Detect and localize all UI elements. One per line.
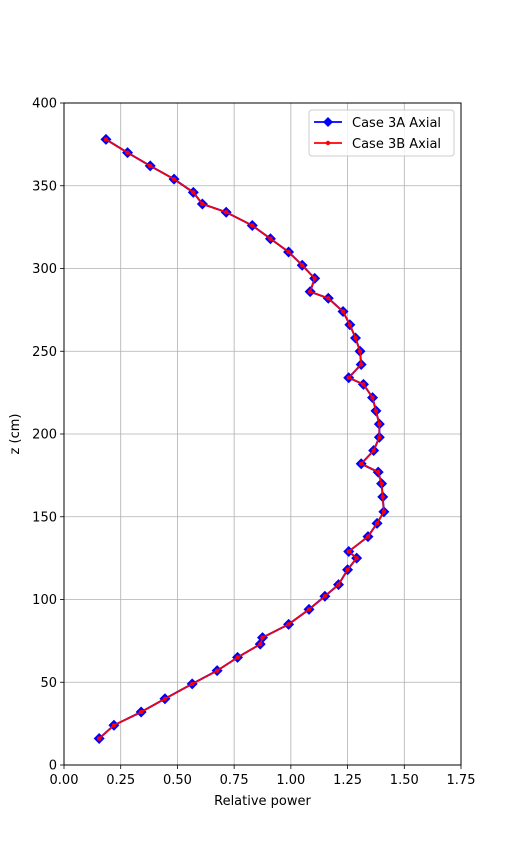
- x-tick-label: 1.25: [333, 773, 362, 788]
- y-tick-label: 150: [32, 510, 57, 525]
- y-tick-label: 100: [32, 593, 57, 608]
- data-point: [200, 201, 205, 207]
- x-tick-label: 0.00: [50, 773, 79, 788]
- legend-marker-3b: [325, 140, 331, 146]
- data-point: [260, 635, 265, 640]
- data-point: [125, 150, 130, 155]
- x-axis-label: Relative power: [214, 794, 311, 809]
- data-point: [171, 176, 177, 182]
- data-point: [358, 461, 364, 466]
- data-point: [375, 469, 381, 475]
- data-point: [340, 309, 346, 314]
- data-point: [258, 641, 263, 647]
- data-point: [224, 210, 229, 215]
- data-point: [357, 349, 363, 354]
- x-tick-label: 0.25: [106, 773, 135, 788]
- data-point: [381, 509, 387, 514]
- data-point: [162, 696, 168, 701]
- data-point: [268, 236, 273, 241]
- data-point: [379, 481, 384, 486]
- data-point: [374, 521, 380, 526]
- data-point: [286, 249, 291, 255]
- data-point: [191, 190, 196, 195]
- data-point: [306, 607, 312, 612]
- data-point: [148, 163, 153, 169]
- data-point: [347, 322, 353, 327]
- data-point: [373, 408, 379, 414]
- x-tick-label: 1.50: [390, 773, 419, 788]
- y-axis-label: z (cm): [8, 414, 23, 455]
- data-point: [326, 296, 331, 301]
- y-tick-label: 350: [32, 179, 57, 194]
- legend-label-3a: Case 3A Axial: [352, 116, 441, 131]
- data-point: [286, 622, 291, 627]
- data-point: [353, 335, 358, 341]
- y-tick-label: 400: [32, 97, 57, 112]
- data-point: [361, 382, 366, 387]
- data-point: [358, 362, 364, 367]
- data-point: [307, 289, 313, 294]
- data-point: [322, 593, 328, 599]
- data-point: [377, 421, 382, 427]
- data-point: [189, 681, 195, 687]
- legend: Case 3A Axial Case 3B Axial: [308, 109, 455, 157]
- y-tick-label: 50: [40, 676, 57, 691]
- data-point: [346, 549, 351, 554]
- data-point: [345, 567, 350, 572]
- data-point: [354, 555, 359, 561]
- data-point: [371, 448, 376, 453]
- x-tick-label: 0.50: [163, 773, 192, 788]
- data-point: [138, 709, 144, 715]
- series-3b: [96, 137, 387, 741]
- series-layer: [93, 133, 390, 745]
- x-tick-label: 1.00: [276, 773, 305, 788]
- data-point: [300, 262, 305, 268]
- data-point: [377, 435, 382, 440]
- data-point: [346, 375, 351, 380]
- data-point: [336, 582, 341, 587]
- data-point: [370, 395, 375, 400]
- data-point: [312, 276, 317, 281]
- data-point: [380, 494, 385, 500]
- x-tick-label: 0.75: [220, 773, 249, 788]
- data-point: [214, 668, 220, 673]
- legend-marker-3a: [323, 117, 333, 127]
- y-tick-label: 200: [32, 428, 57, 443]
- data-point: [96, 736, 102, 741]
- x-tick-label: 1.75: [447, 773, 476, 788]
- data-point: [250, 223, 255, 228]
- y-tick-label: 300: [32, 262, 57, 277]
- data-point: [111, 723, 117, 728]
- y-tick-label: 0: [49, 759, 57, 774]
- legend-label-3b: Case 3B Axial: [352, 137, 441, 152]
- ticks: 0.00 0.25 0.50 0.75 1.00 1.25 1.50 1.75 0 50 100 15…: [32, 97, 475, 789]
- data-point: [103, 137, 109, 142]
- legend-box: [308, 109, 455, 157]
- data-point: [235, 655, 240, 660]
- y-tick-label: 250: [32, 345, 57, 360]
- data-point: [365, 534, 371, 539]
